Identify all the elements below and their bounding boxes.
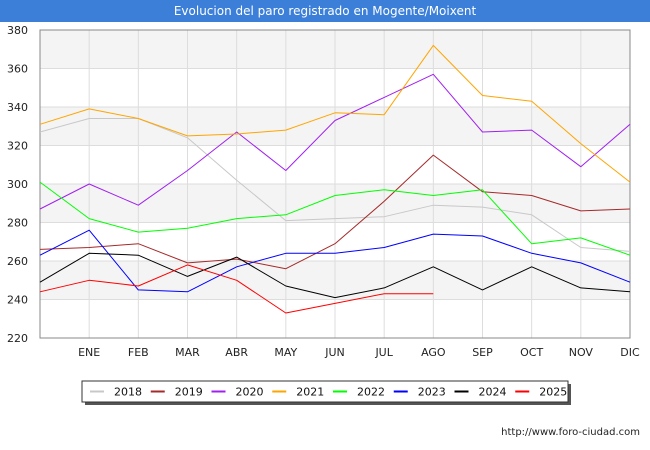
y-tick-label: 320 (7, 140, 28, 153)
x-tick-label: NOV (569, 346, 594, 359)
series-line-2025 (39, 264, 434, 314)
legend-box (81, 380, 569, 403)
legend-label-2020: 2020 (236, 386, 264, 399)
x-tick-label: FEB (128, 346, 149, 359)
y-tick-label: 220 (7, 332, 28, 345)
y-tick-label: 240 (7, 294, 28, 307)
y-tick-label: 280 (7, 217, 28, 230)
x-tick-label: JUN (324, 346, 345, 359)
legend-label-2025: 2025 (539, 386, 567, 399)
x-tick-label: DIC (620, 346, 640, 359)
series-line-2021 (39, 44, 631, 183)
series-line-2024 (39, 252, 631, 299)
chart-title: Evolucion del paro registrado en Mogente… (173, 4, 477, 18)
x-tick-label: SEP (472, 346, 493, 359)
x-tick-label: MAY (274, 346, 297, 359)
legend-label-2024: 2024 (479, 386, 507, 399)
legend-label-2019: 2019 (175, 386, 203, 399)
legend-label-2018: 2018 (114, 386, 142, 399)
legend-label-2021: 2021 (296, 386, 324, 399)
y-tick-label: 340 (7, 101, 28, 114)
source-url: http://www.foro-ciudad.com (501, 427, 640, 438)
series-line-2022 (39, 181, 631, 256)
x-tick-label: MAR (175, 346, 200, 359)
x-tick-label: ENE (78, 346, 100, 359)
chart-title-bar: Evolucion del paro registrado en Mogente… (0, 0, 650, 22)
series-line-2023 (39, 229, 631, 293)
y-tick-label: 300 (7, 178, 28, 191)
x-tick-label: AGO (421, 346, 446, 359)
legend-label-2022: 2022 (357, 386, 385, 399)
series-line-2019 (39, 154, 631, 270)
x-tick-label: ABR (225, 346, 248, 359)
series-line-2020 (39, 73, 631, 210)
x-tick-label: JUL (374, 346, 393, 359)
y-tick-label: 380 (7, 24, 28, 37)
y-tick-label: 360 (7, 63, 28, 76)
y-tick-label: 260 (7, 255, 28, 268)
legend-label-2023: 2023 (418, 386, 446, 399)
x-tick-label: OCT (520, 346, 543, 359)
plot-border (39, 29, 631, 339)
